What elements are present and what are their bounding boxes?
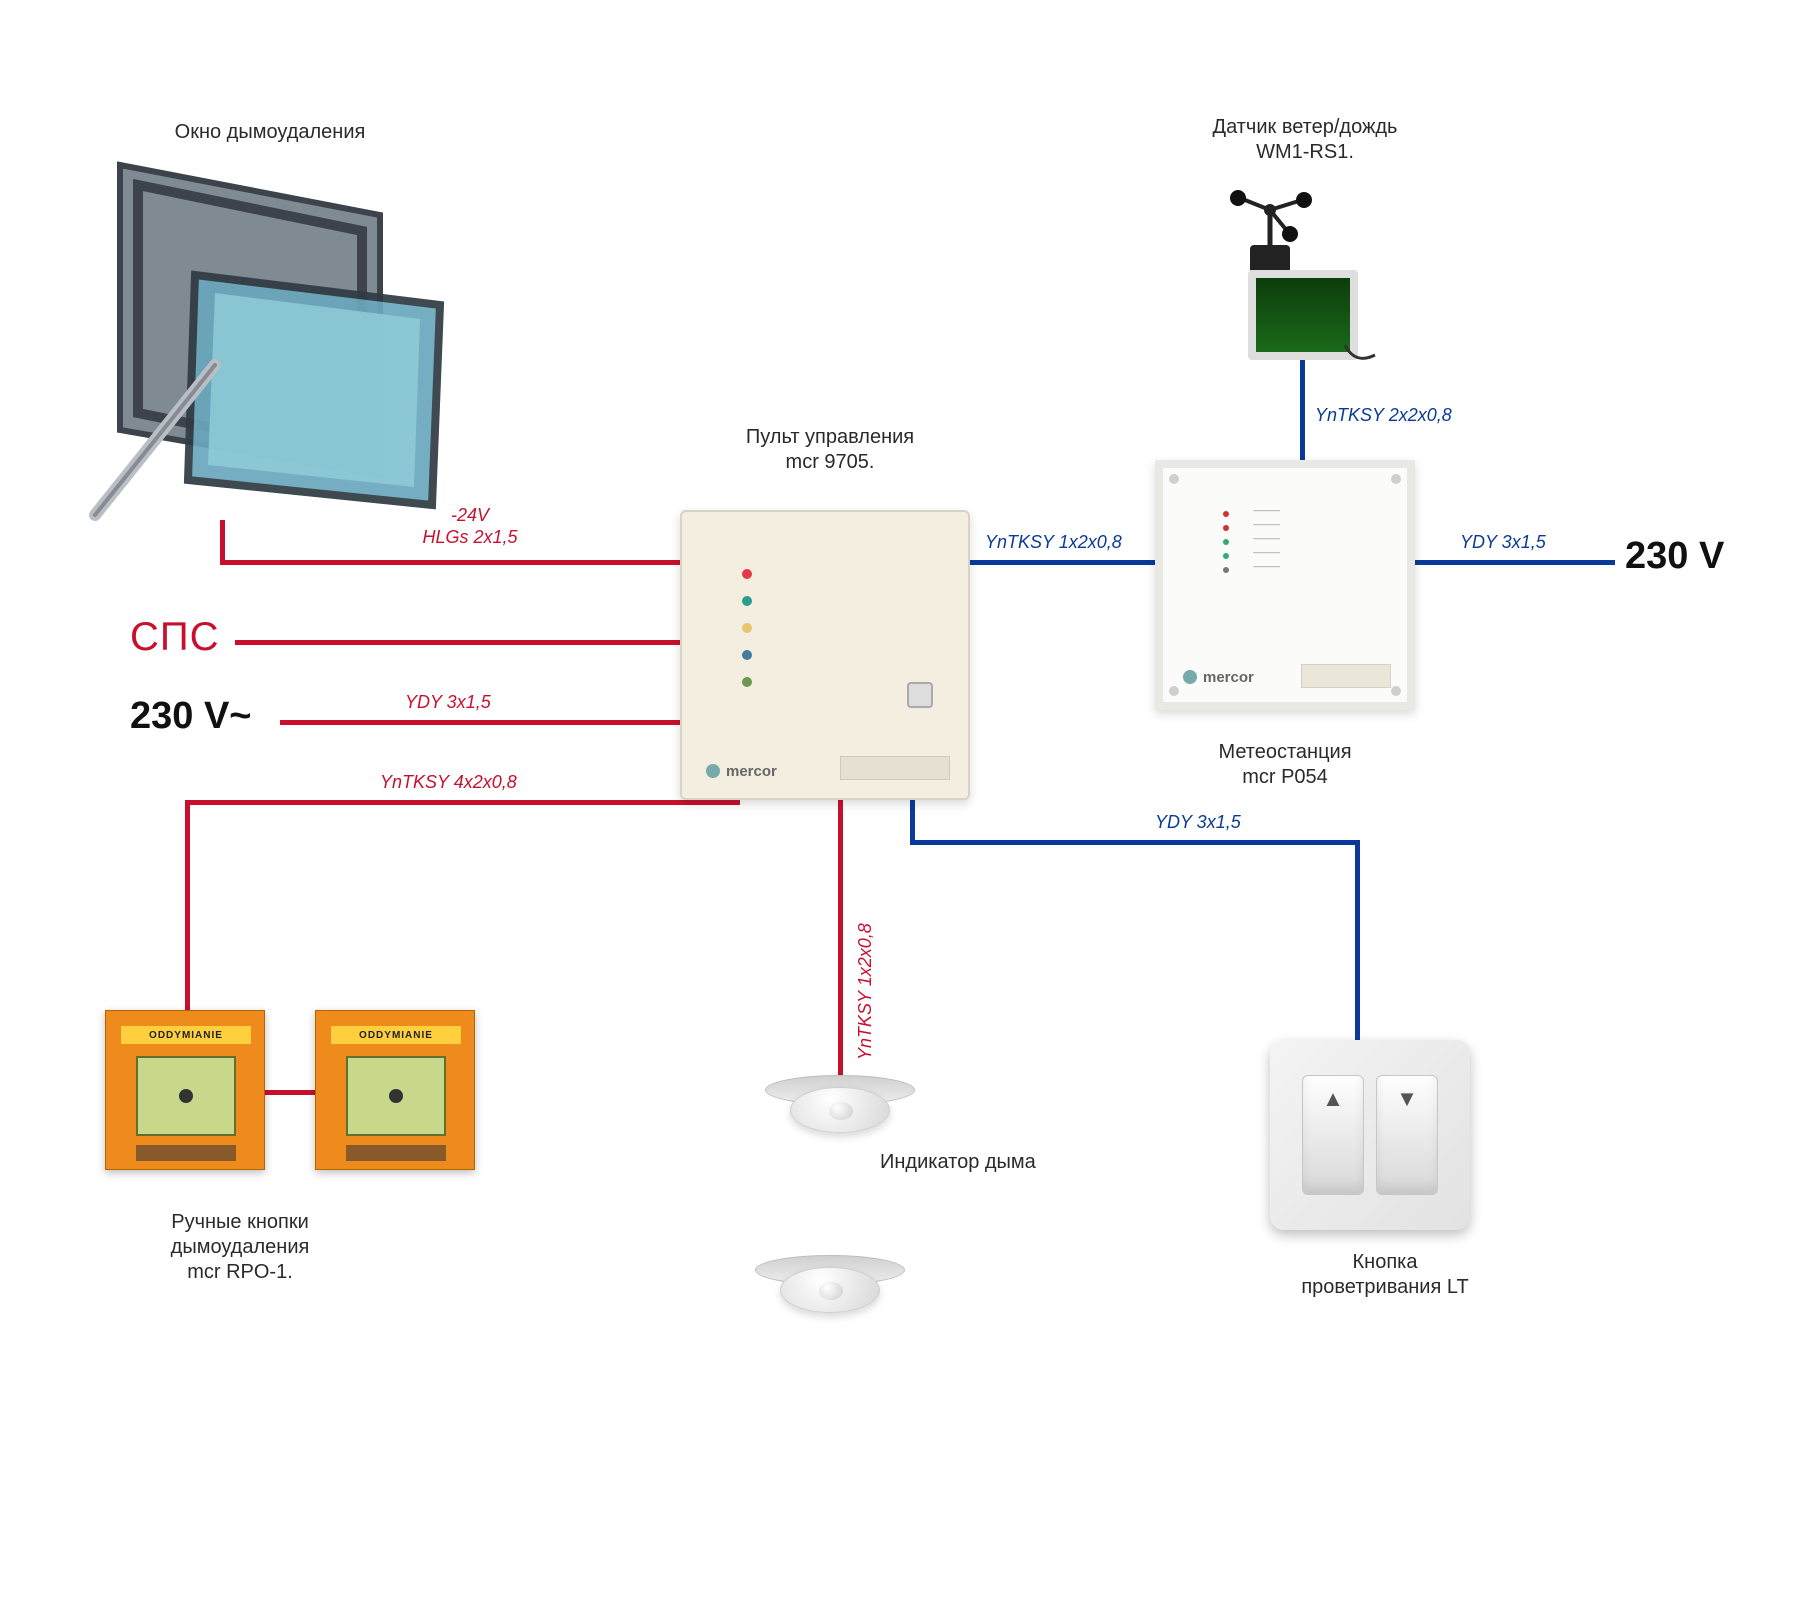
- rocker-down: ▼: [1376, 1075, 1438, 1195]
- callpoint-2: ODDYMIANIE: [315, 1010, 475, 1170]
- cable-label-switch: YDY 3x1,5: [1155, 812, 1285, 834]
- wire-window-drop: [220, 520, 225, 565]
- wire-to-switch-h: [910, 840, 1360, 845]
- rocker-up: ▲: [1302, 1075, 1364, 1195]
- vent-switch: ▲ ▼: [1270, 1040, 1470, 1230]
- control-panel: mercor: [680, 510, 970, 800]
- smoke-indicator-label: Индикатор дыма: [880, 1150, 1100, 1175]
- smoke-detector-1: [765, 1075, 915, 1135]
- control-panel-label: Пульт управления mcr 9705.: [700, 425, 960, 475]
- wire-230v-right: [1415, 560, 1615, 565]
- mains-right-label: 230 V: [1625, 535, 1724, 578]
- cable-label-sensor-drop: YnTKSY 2x2x0,8: [1315, 405, 1495, 427]
- weather-station-label: Метеостанция mcr P054: [1150, 740, 1420, 790]
- cable-label-230v-left: YDY 3x1,5: [405, 692, 555, 714]
- vent-button-label: Кнопка проветривания LT: [1255, 1250, 1515, 1300]
- wire-panel-drop-to-callpt: [735, 800, 740, 805]
- callpoint-strip-2: ODDYMIANIE: [331, 1026, 461, 1044]
- wire-smoke-drop: [838, 800, 843, 1080]
- smoke-detector-2: [755, 1255, 905, 1315]
- weather-brand: mercor: [1183, 669, 1254, 686]
- wire-sps: [235, 640, 680, 645]
- wire-window-to-panel: [220, 560, 680, 565]
- cable-label-smoke: YnTKSY 1x2x0,8: [855, 880, 877, 1060]
- weather-plate: [1301, 664, 1391, 688]
- callpoint-strip-1: ODDYMIANIE: [121, 1026, 251, 1044]
- window-label: Окно дымоудаления: [130, 120, 410, 145]
- panel-plate: [840, 756, 950, 780]
- cable-label-callpts: YnTKSY 4x2x0,8: [380, 772, 590, 794]
- wire-230v-left: [280, 720, 680, 725]
- wire-between-callpoints: [265, 1090, 315, 1095]
- wire-panel-drop-to-switch: [910, 800, 915, 845]
- weather-sensor: [1210, 190, 1390, 360]
- wire-to-switch-v: [1355, 840, 1360, 1040]
- cable-label-230v-right: YDY 3x1,5: [1460, 532, 1580, 554]
- sps-label: СПС: [130, 615, 220, 660]
- wire-callpt-drop: [185, 800, 190, 1010]
- wire-sensor-drop: [1300, 350, 1305, 460]
- mains-left-label: 230 V~: [130, 695, 252, 738]
- smoke-vent-window: [80, 155, 460, 525]
- panel-brand: mercor: [706, 763, 777, 780]
- panel-key-icon: [907, 682, 933, 708]
- wire-callpt-top: [185, 800, 740, 805]
- cable-label-weather: YnTKSY 1x2x0,8: [985, 532, 1165, 554]
- wire-to-weather: [970, 560, 1155, 565]
- weather-station: ——————————————— mercor: [1155, 460, 1415, 710]
- weather-sensor-label: Датчик ветер/дождь WM1-RS1.: [1155, 115, 1455, 165]
- callpoints-label: Ручные кнопки дымоудаления mcr RPO-1.: [110, 1210, 370, 1285]
- callpoint-1: ODDYMIANIE: [105, 1010, 265, 1170]
